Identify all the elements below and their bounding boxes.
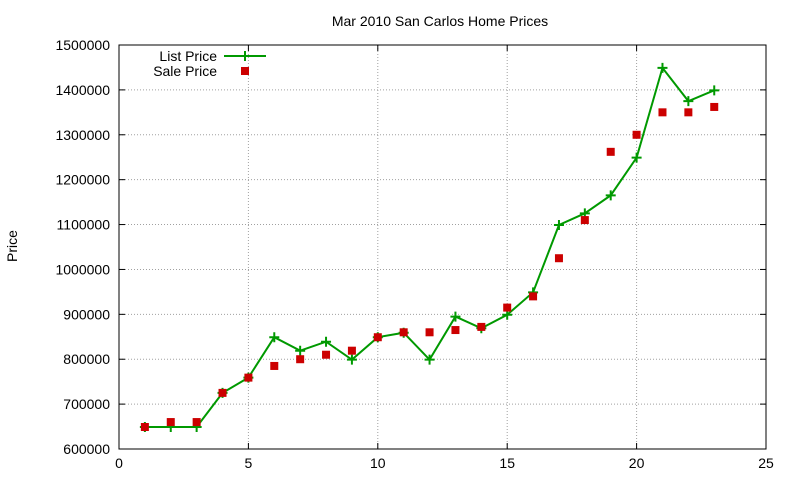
list-price-point [295, 345, 306, 356]
sale-price-point [399, 328, 408, 337]
x-tick-label: 20 [629, 455, 645, 471]
sale-price-point [192, 418, 201, 427]
sale-price-point [451, 326, 460, 335]
sale-price-point [554, 254, 563, 263]
sale-price-point [632, 130, 641, 139]
list-price-point [605, 190, 616, 201]
sale-price-point [503, 303, 512, 312]
list-price-point [321, 336, 332, 347]
sale-price-point [710, 102, 719, 111]
list-price-point [553, 220, 564, 231]
legend: List Price Sale Price [153, 48, 266, 79]
list-price-point [657, 62, 668, 73]
series-layer [139, 62, 720, 433]
x-tick-label: 5 [245, 455, 253, 471]
sale-price-point [218, 388, 227, 397]
y-tick-label: 1300000 [55, 127, 110, 143]
sale-price-point [477, 322, 486, 331]
sale-price-point [606, 147, 615, 156]
chart-title: Mar 2010 San Carlos Home Prices [332, 13, 548, 29]
y-tick-label: 1000000 [55, 261, 110, 277]
sale-price-point [658, 108, 667, 117]
sale-price-point [580, 216, 589, 225]
sale-price-point [373, 333, 382, 342]
legend-label-sale-price: Sale Price [153, 63, 217, 79]
list-price-point [631, 152, 642, 163]
y-tick-label: 600000 [63, 441, 110, 457]
list-price-point [269, 332, 280, 343]
y-tick-label: 1200000 [55, 172, 110, 188]
x-tick-label: 10 [370, 455, 386, 471]
x-tick-label: 15 [499, 455, 515, 471]
y-tick-label: 1400000 [55, 82, 110, 98]
sale-price-point [140, 423, 149, 432]
list-price-point [709, 85, 720, 96]
sale-price-point [684, 108, 693, 117]
y-tick-label: 900000 [63, 306, 110, 322]
sale-price-point [347, 346, 356, 355]
sale-price-point [322, 350, 331, 359]
legend-label-list-price: List Price [159, 48, 217, 64]
legend-marker-list-price [240, 51, 250, 61]
y-axis-label: Price [4, 230, 20, 262]
list-price-line [144, 65, 715, 429]
sale-price-point [296, 355, 305, 364]
sale-price-point [529, 292, 538, 301]
tick-layer: 0 5 10 15 20 25 600000 700000 800000 900000 100000… [55, 37, 774, 471]
plot-frame [118, 44, 767, 450]
sale-price-point [270, 361, 279, 370]
y-tick-label: 800000 [63, 351, 110, 367]
y-tick-label: 700000 [63, 396, 110, 412]
legend-marker-sale-price [241, 67, 249, 75]
x-tick-label: 0 [115, 455, 123, 471]
y-tick-label: 1500000 [55, 37, 110, 53]
y-tick-label: 1100000 [57, 217, 111, 233]
sale-price-point [166, 418, 175, 427]
sale-price-point [425, 328, 434, 337]
list-price-point [346, 354, 357, 365]
list-price-point [683, 96, 694, 107]
sale-price-point [244, 373, 253, 382]
grid-layer [119, 45, 766, 449]
x-tick-label: 25 [758, 455, 774, 471]
list-price-point [450, 311, 461, 322]
list-price-point [424, 354, 435, 365]
